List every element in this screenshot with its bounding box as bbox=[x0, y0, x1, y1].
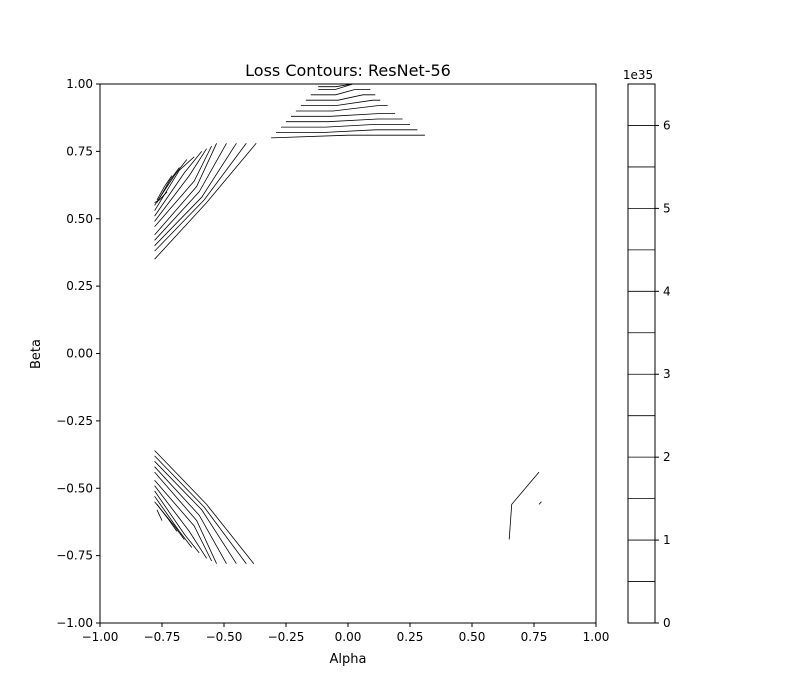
contour-line-upper-left-2 bbox=[154, 143, 237, 246]
contour-line-top-center-7 bbox=[305, 94, 376, 101]
y-tick-label: 0.50 bbox=[66, 212, 93, 226]
x-tick-label: −1.00 bbox=[82, 630, 119, 644]
colorbar-tick-label: 3 bbox=[663, 367, 671, 381]
y-tick-label: −0.75 bbox=[56, 549, 93, 563]
contour-line-lower-left-8 bbox=[154, 496, 193, 548]
contour-line-top-center-8 bbox=[310, 89, 371, 96]
contour-line-top-center-3 bbox=[286, 118, 403, 123]
contour-line-lower-left-2 bbox=[154, 461, 237, 564]
y-axis-label: Beta bbox=[29, 339, 44, 369]
contour-line-upper-left-10 bbox=[156, 167, 180, 203]
y-tick-label: 0.25 bbox=[66, 279, 93, 293]
colorbar: 0 1 2 3 4 5 6 1e35 bbox=[623, 68, 671, 630]
x-tick-label: 1.00 bbox=[583, 630, 610, 644]
contour-lines bbox=[154, 83, 542, 564]
x-tick-label: 0.75 bbox=[521, 630, 548, 644]
contour-line-lower-left-10 bbox=[156, 504, 178, 532]
colorbar-tick-label: 4 bbox=[663, 284, 671, 298]
colorbar-ticks: 0 1 2 3 4 5 6 bbox=[655, 118, 671, 630]
contour-line-upper-left-1 bbox=[154, 143, 247, 252]
colorbar-frame bbox=[627, 83, 656, 624]
x-tick-label: 0.00 bbox=[335, 630, 362, 644]
contour-line-top-center-9 bbox=[318, 83, 368, 90]
colorbar-tick-label: 6 bbox=[663, 118, 671, 132]
contour-line-lower-left-6 bbox=[154, 485, 207, 559]
contour-line-lower-left-5 bbox=[154, 479, 212, 562]
contour-line-upper-left-3 bbox=[154, 143, 227, 241]
contour-line-top-center-0 bbox=[271, 134, 425, 139]
contour-line-lower-right-0 bbox=[508, 471, 540, 540]
y-tick-label: 1.00 bbox=[66, 77, 93, 91]
x-tick-label: −0.75 bbox=[144, 630, 181, 644]
colorbar-levels bbox=[628, 125, 655, 582]
y-tick-label: 0.00 bbox=[66, 347, 93, 361]
contour-line-upper-left-11 bbox=[156, 175, 173, 201]
x-axis: −1.00 −0.75 −0.50 −0.25 0.00 0.25 0.50 0.75 1.00 bbox=[82, 623, 610, 644]
x-tick-label: 0.25 bbox=[397, 630, 424, 644]
x-tick-label: −0.50 bbox=[206, 630, 243, 644]
chart-title: Loss Contours: ResNet-56 bbox=[245, 61, 451, 80]
contour-line-top-center-6 bbox=[300, 99, 381, 106]
contour-line-lower-left-3 bbox=[154, 466, 227, 564]
contour-line-upper-left-12 bbox=[154, 191, 168, 203]
contour-line-lower-left-0 bbox=[154, 450, 255, 564]
contour-line-upper-left-6 bbox=[154, 148, 207, 222]
colorbar-tick-label: 2 bbox=[663, 450, 671, 464]
contour-line-top-center-5 bbox=[295, 105, 388, 112]
contour-line-upper-left-8 bbox=[154, 156, 195, 211]
contour-line-upper-left-5 bbox=[154, 145, 212, 228]
contour-line-lower-left-11 bbox=[156, 509, 163, 521]
contour-line-top-center-2 bbox=[281, 124, 410, 128]
colorbar-tick-label: 5 bbox=[663, 201, 671, 215]
plot-frame bbox=[99, 83, 597, 624]
y-tick-label: 0.75 bbox=[66, 144, 93, 158]
contour-line-lower-right-1 bbox=[538, 501, 542, 505]
colorbar-tick-label: 1 bbox=[663, 533, 671, 547]
contour-line-lower-left-4 bbox=[154, 471, 217, 564]
y-tick-label: −1.00 bbox=[56, 616, 93, 630]
plot-area bbox=[99, 83, 597, 624]
y-axis: −1.00 −0.75 −0.50 −0.25 0.00 0.25 0.50 0.75 1.00 bbox=[56, 77, 100, 630]
colorbar-exponent-label: 1e35 bbox=[623, 68, 653, 82]
contour-line-top-center-4 bbox=[291, 113, 396, 117]
x-axis-label: Alpha bbox=[330, 652, 367, 667]
contour-line-top-center-10 bbox=[318, 83, 354, 88]
contour-line-upper-left-7 bbox=[154, 151, 203, 217]
x-tick-label: −0.25 bbox=[268, 630, 305, 644]
contour-line-upper-left-4 bbox=[154, 143, 217, 236]
y-tick-label: −0.25 bbox=[56, 414, 93, 428]
contour-line-top-center-1 bbox=[276, 129, 418, 133]
x-tick-label: 0.50 bbox=[459, 630, 486, 644]
y-tick-label: −0.50 bbox=[56, 481, 93, 495]
contour-line-upper-left-0 bbox=[154, 143, 257, 260]
colorbar-tick-label: 0 bbox=[663, 616, 671, 630]
contour-line-lower-left-1 bbox=[154, 455, 247, 564]
contour-line-lower-left-7 bbox=[154, 490, 200, 554]
